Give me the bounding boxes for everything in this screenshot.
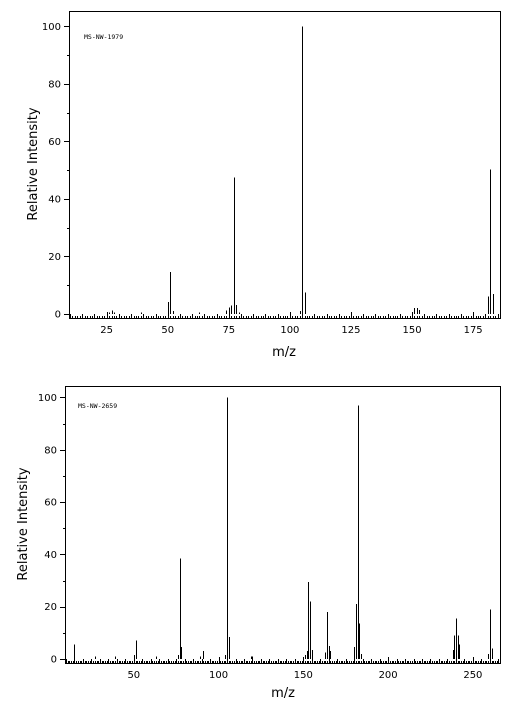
y-tick-label: 0 bbox=[51, 655, 57, 666]
peaks bbox=[73, 397, 494, 659]
x-axis-label: m/z bbox=[271, 686, 295, 701]
plot-frame bbox=[69, 11, 501, 319]
y-tick-label: 100 bbox=[42, 22, 61, 33]
x-axis-label: m/z bbox=[272, 345, 296, 360]
x-tick-label: 175 bbox=[464, 325, 483, 336]
y-tick-label: 20 bbox=[44, 602, 57, 613]
y-tick-label: 80 bbox=[48, 79, 61, 90]
x-tick-label: 50 bbox=[161, 325, 174, 336]
y-tick-label: 0 bbox=[55, 310, 61, 321]
x-tick-label: 100 bbox=[280, 325, 299, 336]
x-tick-label: 125 bbox=[341, 325, 360, 336]
x-tick-label: 150 bbox=[402, 325, 421, 336]
y-axis-ticks: 0 20 40 60 80 100 bbox=[42, 22, 70, 321]
x-tick-label: 200 bbox=[379, 670, 398, 681]
x-tick-label: 50 bbox=[127, 670, 140, 681]
x-axis-ticks: 50 100 150 200 250 bbox=[66, 657, 501, 681]
y-tick-label: 60 bbox=[44, 498, 57, 509]
spectrum-chart-2: 50 100 150 200 250 0 20 40 60 80 100 MS-NW-2659 m… bbox=[16, 386, 501, 701]
peaks bbox=[108, 26, 495, 314]
y-axis-label: Relative Intensity bbox=[26, 107, 41, 220]
y-tick-label: 20 bbox=[48, 252, 61, 263]
x-tick-label: 100 bbox=[209, 670, 228, 681]
x-tick-label: 150 bbox=[294, 670, 313, 681]
spectrum-id-annotation: MS-NW-2659 bbox=[78, 402, 117, 410]
y-tick-label: 40 bbox=[48, 194, 61, 205]
x-tick-label: 75 bbox=[222, 325, 235, 336]
y-axis-ticks: 0 20 40 60 80 100 bbox=[38, 393, 66, 666]
x-tick-label: 250 bbox=[463, 670, 482, 681]
spectrum-id-annotation: MS-NW-1979 bbox=[84, 33, 123, 41]
x-tick-label: 25 bbox=[100, 325, 113, 336]
y-tick-label: 40 bbox=[44, 550, 57, 561]
y-tick-label: 100 bbox=[38, 393, 57, 404]
y-tick-label: 60 bbox=[48, 137, 61, 148]
x-axis-ticks: 25 50 75 100 125 150 175 bbox=[70, 312, 501, 336]
y-axis-label: Relative Intensity bbox=[16, 467, 31, 580]
spectrum-chart-1: 25 50 75 100 125 150 175 0 20 40 60 80 100 MS-NW-19… bbox=[26, 11, 501, 360]
y-tick-label: 80 bbox=[44, 445, 57, 456]
plot-frame bbox=[65, 386, 501, 664]
